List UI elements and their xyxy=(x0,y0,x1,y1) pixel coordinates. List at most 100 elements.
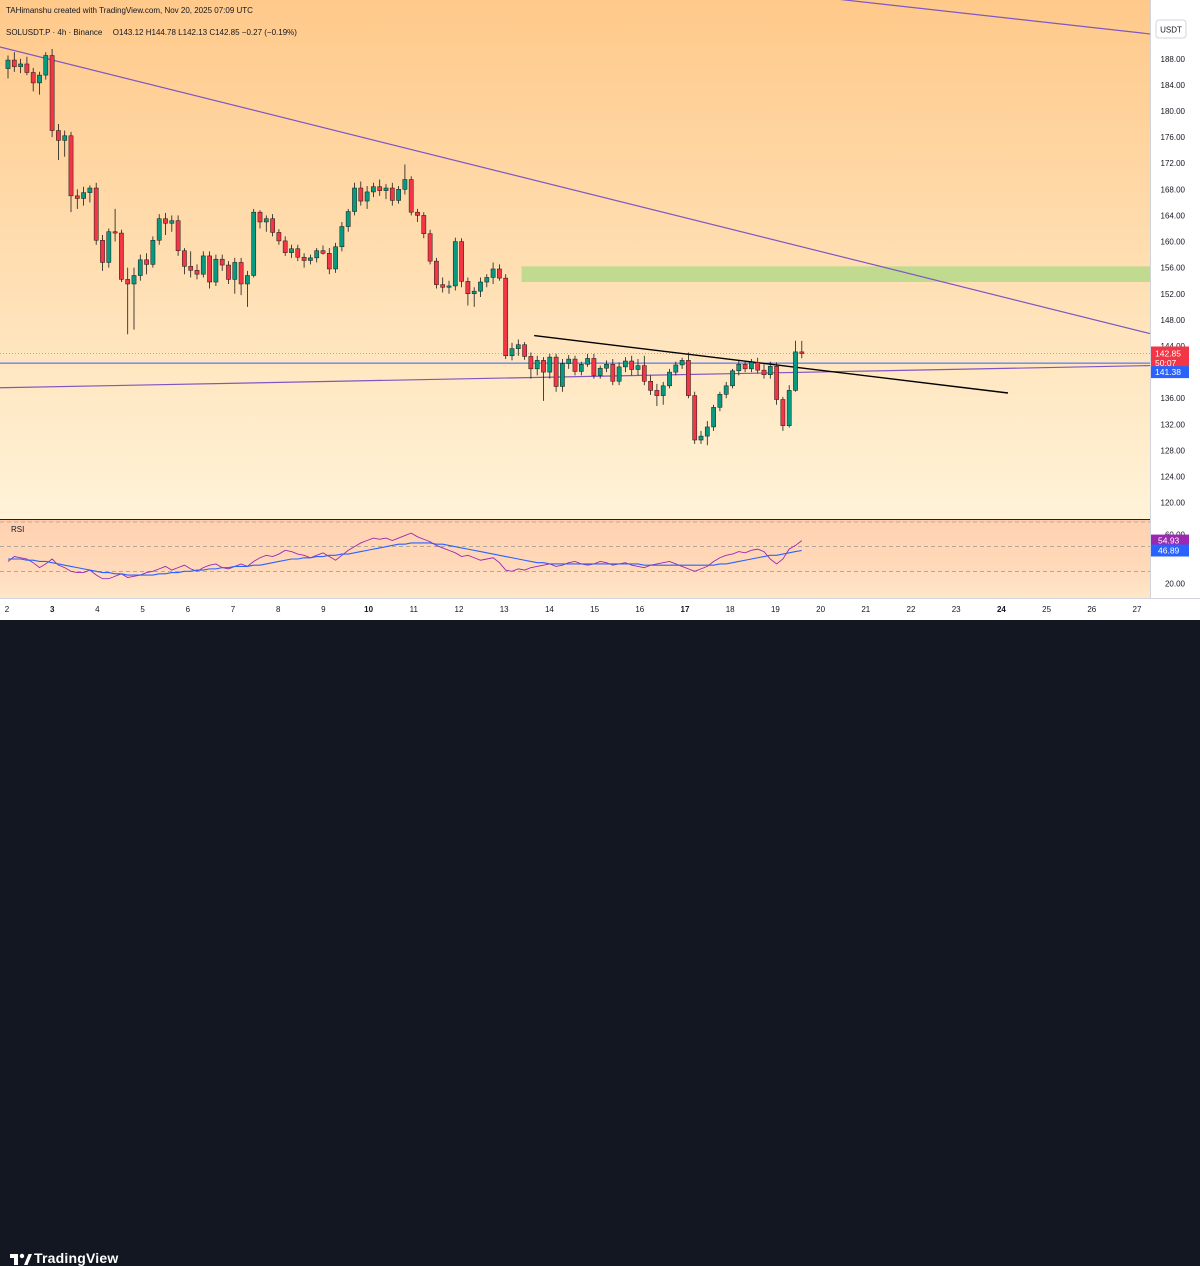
candle xyxy=(62,130,68,157)
candle-body xyxy=(308,257,313,261)
candle-body xyxy=(144,259,149,265)
candle-body xyxy=(56,130,61,141)
candle xyxy=(320,245,326,255)
candle xyxy=(597,365,603,379)
candle-body xyxy=(604,364,609,369)
candle xyxy=(49,48,55,138)
candle-body xyxy=(629,360,635,370)
time-axis-tick-label: 20 xyxy=(816,605,825,614)
candle xyxy=(125,267,131,335)
candle xyxy=(5,55,11,79)
candle xyxy=(289,244,294,258)
symbol-title[interactable]: SOLUSDT.P · 4h · Binance xyxy=(6,28,103,37)
candle xyxy=(604,360,609,373)
candle xyxy=(263,215,269,232)
candle xyxy=(591,353,597,379)
triangle-resistance-line[interactable] xyxy=(534,334,1009,394)
candle xyxy=(786,385,792,428)
candle-body xyxy=(465,281,471,295)
candle xyxy=(276,229,282,245)
supply-zone[interactable] xyxy=(521,266,1150,283)
candle xyxy=(200,251,206,278)
candle xyxy=(780,396,786,431)
time-axis[interactable]: 2 3 4 5 6 7 8 9 10 11 12 13 14 15 16 17 18 19 20 21 22 23 24 25… xyxy=(5,605,1142,614)
candle-body xyxy=(301,256,307,261)
candle xyxy=(541,357,546,401)
candle-body xyxy=(686,360,691,396)
candle xyxy=(219,254,225,271)
price-axis-tick-label: 128.00 xyxy=(1161,446,1186,455)
time-axis-tick-label: 2 xyxy=(5,605,10,614)
candle xyxy=(459,238,464,288)
candle-body xyxy=(755,362,761,371)
candle xyxy=(56,124,61,160)
price-axis-tick-label: 188.00 xyxy=(1161,55,1186,64)
candle-body xyxy=(585,358,590,365)
time-axis-tick-label: 22 xyxy=(907,605,916,614)
price-axis-tick-label: 136.00 xyxy=(1161,394,1186,403)
candle xyxy=(169,215,175,232)
candle-body xyxy=(251,211,257,276)
candle-body xyxy=(106,231,112,263)
candle-body xyxy=(534,360,540,370)
candle xyxy=(308,254,313,265)
chart-canvas[interactable]: 120.00124.00128.00132.00136.00140.00144.… xyxy=(0,0,1200,620)
candle xyxy=(490,262,496,284)
candle xyxy=(635,359,641,376)
candle-body xyxy=(213,258,219,283)
candle-body xyxy=(497,268,502,279)
time-axis-tick-label: 5 xyxy=(140,605,145,614)
candle-body xyxy=(440,284,446,288)
price-axis-tick-label: 168.00 xyxy=(1161,185,1186,194)
candle xyxy=(774,362,779,405)
candle xyxy=(112,208,118,242)
candle xyxy=(383,184,389,200)
candle-body xyxy=(207,255,212,283)
candle xyxy=(87,185,93,203)
candle-body xyxy=(326,253,332,270)
candle xyxy=(534,355,540,376)
upper-descending-line[interactable] xyxy=(810,0,1151,35)
tradingview-brand[interactable]: TradingView xyxy=(34,1250,119,1266)
candle xyxy=(163,212,168,236)
time-axis-tick-label: 26 xyxy=(1087,605,1096,614)
candle xyxy=(326,248,332,275)
currency-badge[interactable]: USDT xyxy=(1155,19,1187,39)
candle-body xyxy=(238,262,244,285)
ascending-support-line[interactable] xyxy=(0,364,1151,389)
candle-body xyxy=(408,179,414,213)
candle xyxy=(245,270,250,307)
candle xyxy=(389,182,395,206)
footer-bar: TradingView xyxy=(0,620,1200,1266)
price-axis-tick-label: 180.00 xyxy=(1161,107,1186,116)
candle-body xyxy=(717,394,723,408)
candle-body xyxy=(478,281,483,292)
candle-body xyxy=(522,344,527,357)
price-axis[interactable]: 120.00124.00128.00132.00136.00140.00144.… xyxy=(1151,29,1189,589)
candle xyxy=(37,71,42,95)
candle xyxy=(11,52,17,72)
candle xyxy=(156,214,162,245)
price-axis-background xyxy=(1150,0,1200,598)
descending-resistance-line[interactable] xyxy=(0,46,1151,335)
candle xyxy=(364,186,370,209)
candle xyxy=(257,210,263,229)
time-axis-tick-label: 18 xyxy=(726,605,735,614)
candle-body xyxy=(263,218,269,223)
time-axis-tick-label: 8 xyxy=(276,605,281,614)
candle-body xyxy=(667,371,672,387)
candle-body xyxy=(427,233,433,262)
candle xyxy=(251,208,257,278)
candle-body xyxy=(137,259,143,276)
price-axis-tick-label: 148.00 xyxy=(1161,316,1186,325)
candle xyxy=(566,355,572,369)
candle-body xyxy=(560,363,565,387)
candle xyxy=(100,235,105,271)
support-price-label-bg xyxy=(1151,366,1189,379)
time-axis-tick-label: 17 xyxy=(681,605,690,614)
tradingview-logo-icon[interactable] xyxy=(10,1252,32,1266)
candle-body xyxy=(100,239,105,263)
candle-body xyxy=(402,179,408,190)
candle xyxy=(667,368,672,389)
candle-body xyxy=(150,239,156,265)
